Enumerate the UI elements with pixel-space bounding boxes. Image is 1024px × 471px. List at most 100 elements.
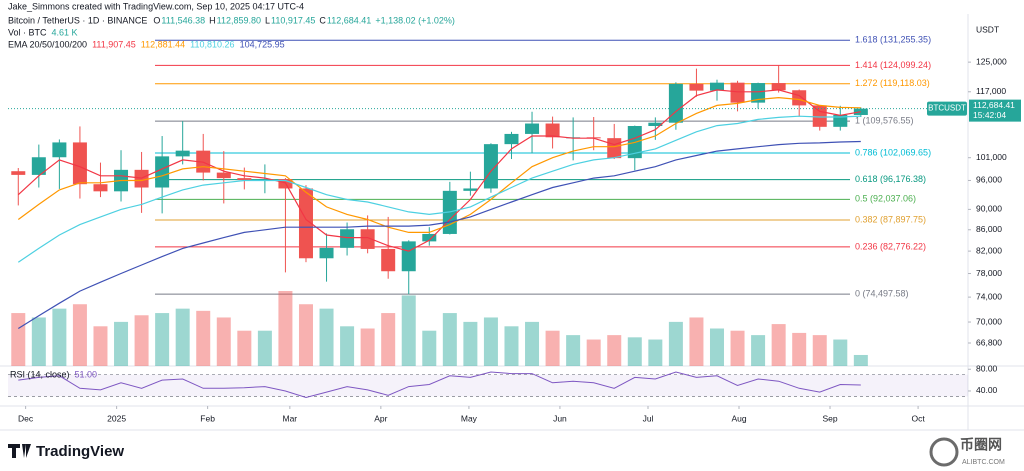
volume-bar (319, 308, 334, 366)
y-tick-label: 82,000 (976, 245, 1002, 255)
candle-body (771, 83, 786, 91)
fib-label: 0.236 (82,776.22) (855, 241, 926, 251)
volume-bar (175, 308, 190, 366)
candle-body (648, 122, 663, 127)
ema-line (17, 96, 861, 233)
credit: Jake_Simmons created with TradingView.co… (8, 1, 304, 11)
volume-bar (504, 326, 519, 366)
change: +1,138.02 (+1.02%) (375, 15, 455, 25)
watermark-text: 币圈网 (960, 437, 1002, 453)
volume-bar (298, 304, 313, 366)
candle-body (463, 188, 478, 191)
candle-body (155, 156, 170, 188)
x-tick-label: Jun (553, 413, 567, 423)
volume-bar (668, 321, 683, 366)
rsi-band (8, 374, 968, 397)
candle-body (751, 83, 766, 103)
fib-label: 0.786 (102,069.65) (855, 147, 931, 157)
volume-bar (360, 328, 375, 366)
candle-body (607, 138, 622, 159)
y-tick-label: 86,000 (976, 224, 1002, 234)
ema-value: 112,881.44 (141, 39, 185, 49)
y-axis-label: USDT (976, 24, 999, 34)
brand: TradingView (36, 443, 124, 460)
volume-bar (689, 317, 704, 366)
candle-body (812, 105, 827, 127)
ema-value: 110,810.26 (190, 39, 234, 49)
candle-body (11, 171, 26, 175)
volume-bar (52, 308, 67, 366)
ema-line (17, 115, 861, 263)
volume-bar (730, 330, 745, 366)
y-tick-label: 74,000 (976, 291, 1002, 301)
candle-body (483, 144, 498, 189)
candle-body (709, 82, 724, 91)
ohlc-key: H (209, 15, 216, 25)
candle-body (31, 157, 46, 175)
volume-bar (93, 326, 108, 366)
volume-bar (401, 295, 416, 366)
ohlc-value: 111,546.38 (161, 15, 205, 25)
x-tick-label: Oct (911, 413, 925, 423)
watermark-url: ALIBTC.COM (962, 459, 1005, 466)
candle-body (52, 142, 67, 158)
candle-body (175, 150, 190, 157)
volume-bar (196, 310, 211, 366)
ohlc-value: 110,917.45 (271, 15, 315, 25)
ema-value: 104,725.95 (240, 39, 285, 49)
volume-bar (31, 317, 46, 366)
fib-label: 0.382 (87,897.75) (855, 214, 926, 224)
volume-bar (463, 321, 478, 366)
watermark-logo (929, 437, 959, 467)
x-tick-label: Mar (283, 413, 298, 423)
candle-body (237, 178, 252, 180)
ema-line (17, 89, 861, 252)
volume-bar (648, 339, 663, 366)
volume-bar (11, 313, 26, 366)
volume-bar (278, 291, 293, 366)
rsi-tick-label: 80.00 (976, 364, 998, 374)
candle-body (853, 108, 868, 115)
volume-bar (627, 337, 642, 366)
candle-body (525, 123, 540, 134)
fib-label: 1 (109,576.55) (855, 116, 914, 126)
volume-bar (257, 330, 272, 366)
ohlc-value: 112,859.80 (217, 15, 261, 25)
y-tick-label: 66,800 (976, 337, 1002, 347)
volume-bar (525, 321, 540, 366)
fib-label: 1.618 (131,255.35) (855, 35, 931, 45)
x-tick-label: Jul (643, 413, 654, 423)
volume-bar (709, 328, 724, 366)
volume-bar (422, 330, 437, 366)
volume-bar (72, 304, 87, 366)
candle-body (340, 229, 355, 248)
volume-bar (483, 317, 498, 366)
ema-line (17, 140, 861, 330)
x-tick-label: Apr (374, 413, 387, 423)
price-tag (969, 99, 1021, 122)
candle-body (93, 184, 108, 192)
candle-body (72, 142, 87, 185)
ohlc-key: L (265, 15, 270, 25)
candle-body (401, 241, 416, 272)
symbol-title: Bitcoin / TetherUS · 1D · BINANCE (8, 15, 147, 25)
candle-body (504, 133, 519, 145)
logo-mark (8, 444, 31, 458)
candle-body (792, 90, 807, 106)
volume-bar (607, 335, 622, 366)
rsi-label: RSI (14, close) (10, 369, 70, 379)
volume-bar (751, 335, 766, 366)
volume-bar (586, 339, 601, 366)
volume-bar (833, 339, 848, 366)
symbol-tag (927, 101, 967, 116)
x-tick-label: Aug (731, 413, 746, 423)
volume-bar (381, 313, 396, 366)
ema-label: EMA 20/50/100/200 (8, 39, 87, 49)
x-tick-label: Sep (822, 413, 837, 423)
ema-value: 111,907.45 (92, 39, 136, 49)
y-tick-label: 96,000 (976, 175, 1002, 185)
ohlc-value: 112,684.41 (327, 15, 371, 25)
volume-bar (114, 321, 129, 366)
